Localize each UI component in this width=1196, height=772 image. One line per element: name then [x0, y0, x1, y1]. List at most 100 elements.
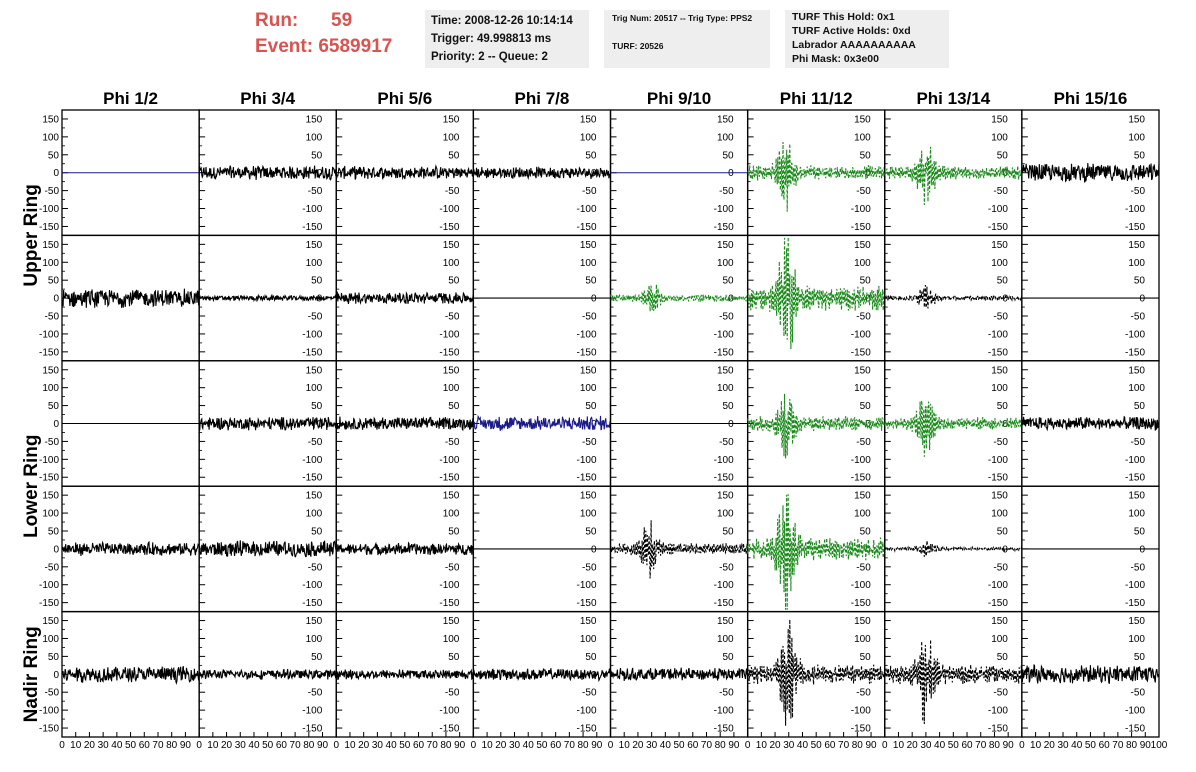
y-tick-label: 50	[723, 401, 735, 412]
x-tick-label: 90	[1140, 740, 1152, 751]
y-tick-label: -150	[714, 347, 734, 358]
y-tick-label: -50	[856, 562, 871, 573]
y-tick-label: 150	[580, 365, 597, 376]
x-tick-label: 0	[608, 740, 614, 751]
x-tick-label: 50	[674, 740, 686, 751]
x-tick-label: 30	[235, 740, 247, 751]
y-tick-label: -150	[439, 347, 459, 358]
y-tick-label: -50	[582, 312, 597, 323]
x-tick-label: 70	[290, 740, 302, 751]
y-tick-label: -150	[39, 222, 59, 233]
y-tick-label: -100	[851, 329, 871, 340]
waveform-trace	[61, 666, 200, 685]
x-tick-label: 100	[1151, 740, 1168, 751]
x-tick-label: 10	[893, 740, 905, 751]
y-tick-label: 50	[723, 150, 735, 161]
x-tick-label: 50	[399, 740, 411, 751]
y-tick-label: 50	[1134, 150, 1146, 161]
y-tick-label: 150	[991, 365, 1008, 376]
y-tick-label: -150	[302, 222, 322, 233]
x-tick-label: 70	[152, 740, 164, 751]
y-tick-label: -100	[714, 580, 734, 591]
x-tick-label: 50	[811, 740, 823, 751]
x-tick-label: 80	[715, 740, 727, 751]
y-tick-label: -100	[302, 204, 322, 215]
x-tick-label: 40	[934, 740, 946, 751]
x-tick-label: 0	[471, 740, 477, 751]
panel-r4-c1: -150 -100 -50 0 50 100 150	[39, 485, 200, 613]
y-tick-label: -100	[302, 706, 322, 717]
y-tick-label: -150	[988, 347, 1008, 358]
x-tick-label: 90	[454, 740, 466, 751]
y-tick-label: 100	[306, 634, 323, 645]
y-tick-label: 150	[991, 240, 1008, 251]
waveform-trace	[198, 164, 337, 181]
y-tick-label: 150	[854, 365, 871, 376]
y-tick-label: -150	[851, 347, 871, 358]
y-tick-label: 50	[448, 276, 460, 287]
y-tick-label: 150	[306, 240, 323, 251]
y-tick-label: 0	[1002, 419, 1008, 430]
x-tick-label: 50	[948, 740, 960, 751]
waveform-trace	[1021, 415, 1160, 432]
column-header-6: Phi 11/12	[780, 89, 853, 108]
y-tick-label: 100	[854, 509, 871, 520]
y-tick-label: 100	[306, 132, 323, 143]
y-tick-label: -150	[1125, 473, 1145, 484]
panel-r2-c6: -150 -100 -50 0 50 100 150	[746, 234, 886, 362]
waveform-trace	[472, 414, 612, 431]
y-tick-label: -150	[851, 222, 871, 233]
y-tick-label: 100	[1128, 132, 1145, 143]
x-tick-label: 80	[989, 740, 1001, 751]
y-tick-label: 50	[860, 526, 872, 537]
y-tick-label: 150	[306, 365, 323, 376]
y-tick-label: -100	[439, 455, 459, 466]
y-tick-label: 50	[448, 526, 460, 537]
y-tick-label: 150	[580, 616, 597, 627]
waveform-trace	[198, 416, 337, 431]
x-tick-label: 50	[1085, 740, 1097, 751]
x-tick-label: 20	[495, 740, 507, 751]
y-tick-label: 150	[443, 240, 460, 251]
y-tick-label: -50	[308, 312, 323, 323]
y-tick-label: 50	[311, 401, 323, 412]
y-tick-label: -100	[576, 580, 596, 591]
x-tick-label: 60	[413, 740, 425, 751]
x-tick-label: 10	[482, 740, 494, 751]
x-tick-label: 0	[59, 740, 65, 751]
y-tick-label: -100	[1125, 580, 1145, 591]
y-tick-label: -150	[39, 598, 59, 609]
y-tick-label: -150	[851, 724, 871, 735]
x-tick-label: 20	[632, 740, 644, 751]
y-tick-label: 50	[723, 652, 735, 663]
panel-r4-c4: -150 -100 -50 0 50 100 150	[472, 485, 612, 613]
y-tick-label: 150	[443, 616, 460, 627]
y-tick-label: 50	[48, 401, 60, 412]
y-tick-label: 0	[865, 670, 871, 681]
y-tick-label: 0	[53, 294, 59, 305]
y-tick-label: -50	[993, 186, 1008, 197]
y-tick-label: -50	[445, 312, 460, 323]
x-tick-label: 70	[564, 740, 576, 751]
y-tick-label: -150	[1125, 724, 1145, 735]
y-tick-label: 50	[448, 401, 460, 412]
y-tick-label: 150	[443, 114, 460, 125]
y-tick-label: -100	[39, 706, 59, 717]
y-tick-label: 100	[854, 634, 871, 645]
column-header-5: Phi 9/10	[647, 89, 711, 108]
y-tick-label: -100	[714, 455, 734, 466]
y-tick-label: -50	[1131, 562, 1146, 573]
y-tick-label: -150	[1125, 222, 1145, 233]
y-tick-label: 100	[1128, 258, 1145, 269]
waveform-trace	[609, 520, 749, 579]
y-tick-label: -100	[39, 580, 59, 591]
y-tick-label: 100	[580, 634, 597, 645]
panel-r1-c5: -150 -100 -50 0 50 100 150	[609, 109, 749, 237]
y-tick-label: 0	[1139, 544, 1145, 555]
x-tick-label: 20	[358, 740, 370, 751]
x-tick-label: 80	[852, 740, 864, 751]
y-tick-label: -150	[439, 473, 459, 484]
